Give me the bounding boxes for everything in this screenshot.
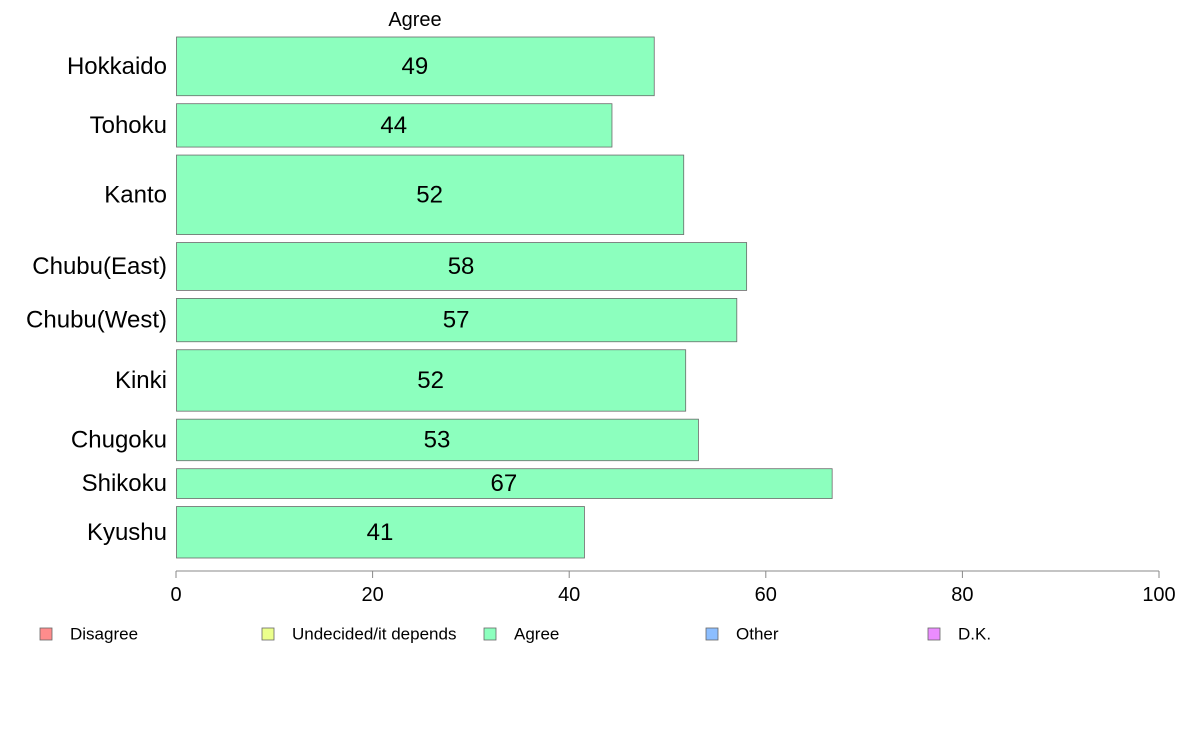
bars-group: Hokkaido 49 Tohoku 44 Kanto 52 Chubu(East) 58 Ch… xyxy=(26,36,833,559)
bar xyxy=(176,506,585,559)
x-tick-label: 20 xyxy=(361,584,383,606)
x-tick-label: 100 xyxy=(1142,584,1175,606)
data-label: 49 xyxy=(402,53,429,80)
category-label: Shikoku xyxy=(82,470,167,497)
category-label: Chubu(East) xyxy=(32,253,167,280)
legend-label: D.K. xyxy=(958,625,991,644)
legend-label: Undecided/it depends xyxy=(292,625,456,644)
legend-swatch xyxy=(261,627,275,641)
category-label: Kanto xyxy=(104,181,167,208)
bar xyxy=(176,154,685,235)
category-label: Kinki xyxy=(115,367,167,394)
category-label: Kyushu xyxy=(87,519,167,546)
bar xyxy=(176,36,655,97)
bar xyxy=(176,349,687,412)
legend-swatch xyxy=(705,627,719,641)
data-label: 52 xyxy=(416,181,443,208)
category-label: Chubu(West) xyxy=(26,307,167,334)
bar xyxy=(176,298,738,343)
data-label: 67 xyxy=(490,470,517,497)
data-label: 58 xyxy=(448,253,475,280)
x-tick-label: 0 xyxy=(170,584,181,606)
legend-label: Other xyxy=(736,625,779,644)
legend-swatch xyxy=(483,627,497,641)
x-axis: 0 20 40 60 80 100 xyxy=(170,570,1176,606)
data-label: 41 xyxy=(367,519,394,546)
x-tick-label: 60 xyxy=(755,584,777,606)
bar xyxy=(176,418,699,462)
legend-label: Disagree xyxy=(70,625,138,644)
bar xyxy=(176,468,833,499)
legend-swatch xyxy=(927,627,941,641)
legend-label: Agree xyxy=(514,625,559,644)
legend: Disagree Undecided/it depends Agree Other D.… xyxy=(39,625,991,644)
bar xyxy=(176,103,613,148)
x-tick-label: 80 xyxy=(951,584,973,606)
data-label: 52 xyxy=(417,367,444,394)
legend-swatch xyxy=(39,627,53,641)
data-label: 53 xyxy=(424,426,451,453)
category-label: Hokkaido xyxy=(67,53,167,80)
data-label: 57 xyxy=(443,307,470,334)
panel-title: Agree xyxy=(388,9,441,31)
category-label: Tohoku xyxy=(90,112,167,139)
x-tick-label: 40 xyxy=(558,584,580,606)
bar xyxy=(176,242,748,291)
data-label: 44 xyxy=(380,112,407,139)
category-label: Chugoku xyxy=(71,426,167,453)
